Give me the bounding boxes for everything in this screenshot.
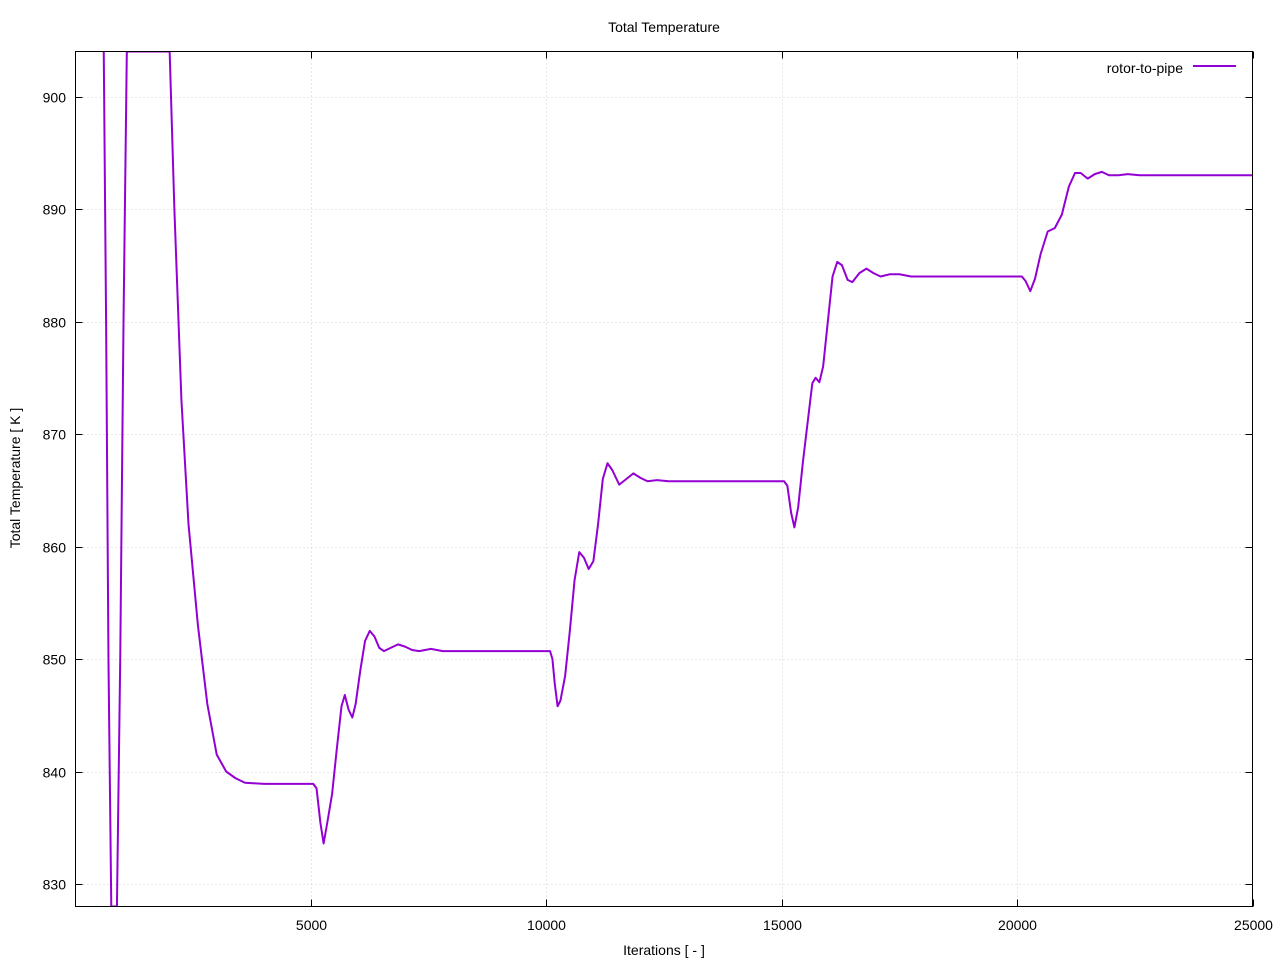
y-tick-label: 900 — [43, 90, 67, 106]
plot-frame — [75, 51, 1253, 907]
x-tick-label: 5000 — [296, 917, 327, 933]
y-tick-label: 860 — [43, 540, 67, 556]
legend-label: rotor-to-pipe — [1107, 60, 1183, 76]
chart-title: Total Temperature — [608, 19, 720, 35]
tick-labels: 5000 10000 15000 20000 25000 830 840 850 860 870 8… — [43, 90, 1274, 934]
y-tick-label: 880 — [43, 315, 67, 331]
x-tick-label: 20000 — [998, 917, 1037, 933]
x-tick-label: 10000 — [527, 917, 566, 933]
y-axis-label: Total Temperature [ K ] — [7, 408, 23, 549]
y-tick-label: 890 — [43, 202, 67, 218]
y-tick-label: 840 — [43, 765, 67, 781]
series-line-rotor-to-pipe — [102, 51, 1253, 907]
axis-ticks — [75, 51, 1254, 907]
legend: rotor-to-pipe — [1107, 60, 1236, 76]
y-tick-label: 850 — [43, 652, 67, 668]
x-tick-label: 15000 — [763, 917, 802, 933]
y-tick-label: 830 — [43, 877, 67, 893]
x-tick-label: 25000 — [1234, 917, 1273, 933]
y-tick-label: 870 — [43, 427, 67, 443]
x-axis-label: Iterations [ - ] — [623, 942, 705, 958]
grid-lines — [75, 51, 1253, 907]
data-layer — [102, 51, 1253, 907]
